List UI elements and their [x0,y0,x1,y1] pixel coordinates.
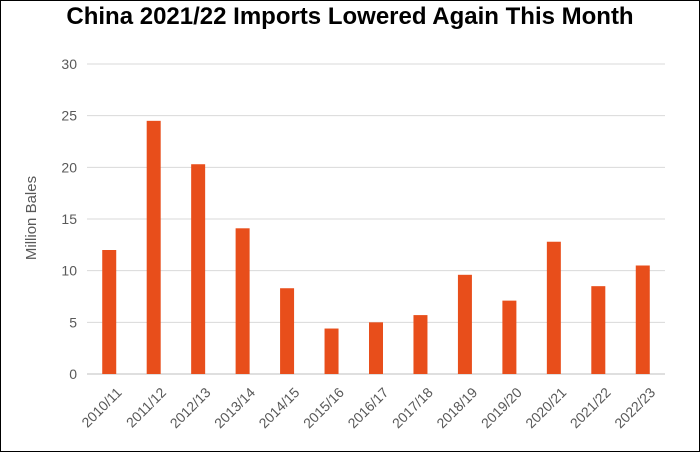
x-tick-label: 2018/19 [433,384,480,431]
bar [457,274,472,374]
x-tick-label: 2020/21 [522,384,569,431]
bar [546,241,561,374]
x-tick-label: 2012/13 [167,384,214,431]
y-tick-label: 25 [61,108,77,124]
bar [102,250,117,374]
y-tick-label: 5 [69,314,77,330]
bar [591,286,606,374]
y-tick-label: 30 [61,56,77,72]
bar [280,288,295,374]
bar [146,120,161,374]
y-tick-label: 15 [61,211,77,227]
x-tick-label: 2017/18 [389,384,436,431]
x-tick-label: 2015/16 [300,384,347,431]
bar [324,328,339,374]
x-tick-label: 2011/12 [123,384,170,431]
bar [502,300,517,374]
y-tick-label: 0 [69,366,77,382]
x-tick-label: 2010/11 [78,384,125,431]
bar [635,265,650,374]
x-tick-label: 2022/23 [611,384,658,431]
bar [413,315,428,374]
x-tick-label: 2021/22 [567,384,614,431]
chart-title: China 2021/22 Imports Lowered Again This… [66,3,634,30]
y-tick-label: 10 [61,263,77,279]
x-tick-label: 2013/14 [211,384,258,431]
x-tick-label: 2016/17 [344,384,391,431]
bar [235,228,250,374]
x-tick-label: 2014/15 [255,384,302,431]
bar [191,164,206,374]
x-tick-label: 2019/20 [478,384,525,431]
bar [369,322,383,374]
y-tick-label: 20 [61,159,77,175]
